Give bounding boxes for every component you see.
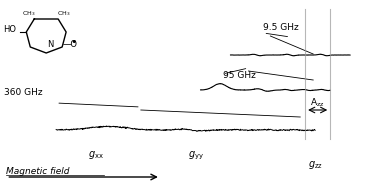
Text: $\rm CH_3$: $\rm CH_3$ xyxy=(22,9,35,18)
Text: —O: —O xyxy=(62,40,77,49)
Text: g$_{\rm xx}$: g$_{\rm xx}$ xyxy=(88,149,104,161)
Text: 95 GHz: 95 GHz xyxy=(223,71,256,80)
Text: Magnetic field: Magnetic field xyxy=(6,167,70,176)
Text: HO: HO xyxy=(3,25,16,34)
Text: A$_{\rm zz}$: A$_{\rm zz}$ xyxy=(310,96,325,108)
Text: g$_{\rm yy}$: g$_{\rm yy}$ xyxy=(188,149,204,162)
Text: 360 GHz: 360 GHz xyxy=(4,88,43,97)
Text: 9.5 GHz: 9.5 GHz xyxy=(264,23,299,32)
Text: •: • xyxy=(71,37,77,47)
Text: N: N xyxy=(47,40,53,49)
Text: g$_{\rm zz}$: g$_{\rm zz}$ xyxy=(308,159,323,171)
Text: $\rm CH_3$: $\rm CH_3$ xyxy=(57,9,71,18)
